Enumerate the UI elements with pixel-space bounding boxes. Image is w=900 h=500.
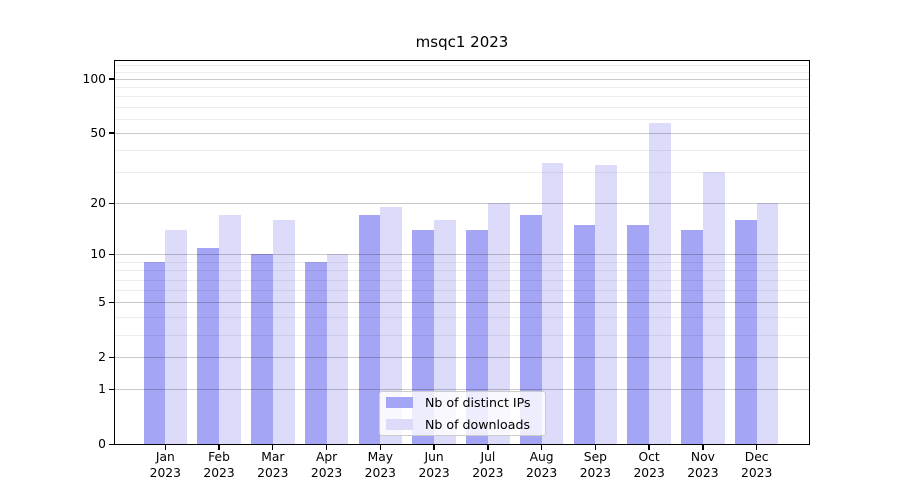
minor-gridline — [114, 64, 810, 66]
bar-distinct-ips-feb — [197, 247, 220, 445]
x-tick-mark — [379, 445, 381, 450]
y-tick-label: 10 — [90, 246, 106, 261]
legend-swatch-distinct-ips — [386, 397, 413, 408]
legend-item-distinct-ips: Nb of distinct IPs — [386, 394, 545, 412]
bar-downloads-nov — [702, 172, 725, 445]
bar-distinct-ips-may — [358, 215, 381, 445]
x-tick-mark — [648, 445, 650, 450]
y-tick-mark — [108, 202, 114, 204]
x-tick-label-mar: Mar 2023 — [257, 450, 289, 480]
bar-distinct-ips-nov — [681, 229, 703, 445]
bar-downloads-feb — [219, 215, 241, 445]
bar-downloads-jul — [487, 203, 510, 445]
bar-distinct-ips-dec — [734, 220, 757, 445]
x-tick-mark — [325, 445, 328, 450]
legend: Nb of distinct IPs Nb of downloads — [379, 391, 546, 436]
x-tick-label-jan: Jan 2023 — [149, 450, 181, 480]
x-tick-label-jun: Jun 2023 — [418, 450, 450, 480]
x-tick-mark — [218, 445, 220, 450]
y-tick-mark — [108, 132, 114, 134]
y-tick-label: 100 — [82, 71, 106, 86]
y-tick-label: 1 — [98, 381, 106, 396]
minor-gridline — [114, 71, 810, 73]
legend-swatch-downloads — [386, 419, 413, 430]
x-tick-label-nov: Nov 2023 — [687, 450, 719, 480]
legend-label-downloads: Nb of downloads — [425, 417, 531, 432]
y-tick-mark — [108, 443, 114, 445]
y-tick-label: 5 — [98, 294, 106, 309]
y-tick-mark — [108, 253, 114, 256]
minor-gridline — [114, 118, 810, 120]
y-tick-mark — [108, 78, 114, 80]
y-tick-label: 50 — [90, 125, 106, 140]
bar-downloads-dec — [756, 203, 779, 445]
x-tick-label-jul: Jul 2023 — [472, 450, 504, 480]
bar-distinct-ips-sep — [573, 224, 596, 445]
x-tick-label-aug: Aug 2023 — [525, 450, 558, 480]
minor-gridline — [114, 96, 810, 98]
minor-gridline — [114, 150, 810, 152]
top-spine — [114, 60, 810, 62]
x-tick-mark — [756, 445, 758, 450]
y-tick-label: 2 — [98, 349, 106, 364]
y-tick-mark — [108, 301, 114, 304]
bar-distinct-ips-mar — [251, 254, 273, 445]
x-tick-mark — [540, 445, 543, 450]
x-tick-mark — [594, 445, 597, 450]
x-tick-label-may: May 2023 — [364, 450, 396, 480]
x-tick-mark — [272, 445, 274, 450]
bar-downloads-sep — [595, 165, 618, 445]
minor-gridline — [114, 87, 810, 89]
bar-downloads-may — [380, 207, 403, 445]
x-tick-label-sep: Sep 2023 — [579, 450, 612, 480]
legend-label-distinct-ips: Nb of distinct IPs — [425, 395, 531, 410]
x-tick-label-oct: Oct 2023 — [633, 450, 665, 480]
bar-distinct-ips-jan — [143, 261, 166, 445]
y-tick-mark — [108, 388, 114, 391]
bar-downloads-apr — [326, 254, 349, 445]
major-gridline — [114, 133, 810, 135]
bar-downloads-jan — [165, 229, 187, 445]
bar-downloads-jun — [434, 220, 456, 445]
x-tick-label-apr: Apr 2023 — [310, 450, 343, 480]
y-tick-mark — [108, 356, 114, 358]
bar-distinct-ips-apr — [304, 261, 327, 445]
bar-distinct-ips-aug — [519, 215, 542, 445]
bar-downloads-mar — [272, 220, 295, 445]
x-tick-label-dec: Dec 2023 — [741, 450, 773, 480]
bar-downloads-aug — [541, 162, 564, 445]
chart-title: msqc1 2023 — [415, 33, 509, 51]
bar-distinct-ips-oct — [627, 224, 650, 445]
right-spine — [808, 60, 810, 445]
left-spine — [114, 60, 116, 445]
plot-area — [114, 60, 810, 445]
major-gridline — [114, 79, 810, 80]
bar-downloads-oct — [649, 122, 671, 445]
x-tick-mark — [702, 445, 704, 450]
y-tick-label: 20 — [90, 195, 106, 210]
x-tick-mark — [164, 445, 166, 450]
minor-gridline — [114, 106, 810, 108]
x-tick-mark — [487, 445, 489, 450]
x-tick-mark — [433, 445, 435, 450]
bottom-spine — [114, 443, 810, 445]
x-tick-label-feb: Feb 2023 — [203, 450, 235, 480]
legend-item-downloads: Nb of downloads — [386, 416, 545, 434]
y-tick-label: 0 — [98, 436, 106, 451]
